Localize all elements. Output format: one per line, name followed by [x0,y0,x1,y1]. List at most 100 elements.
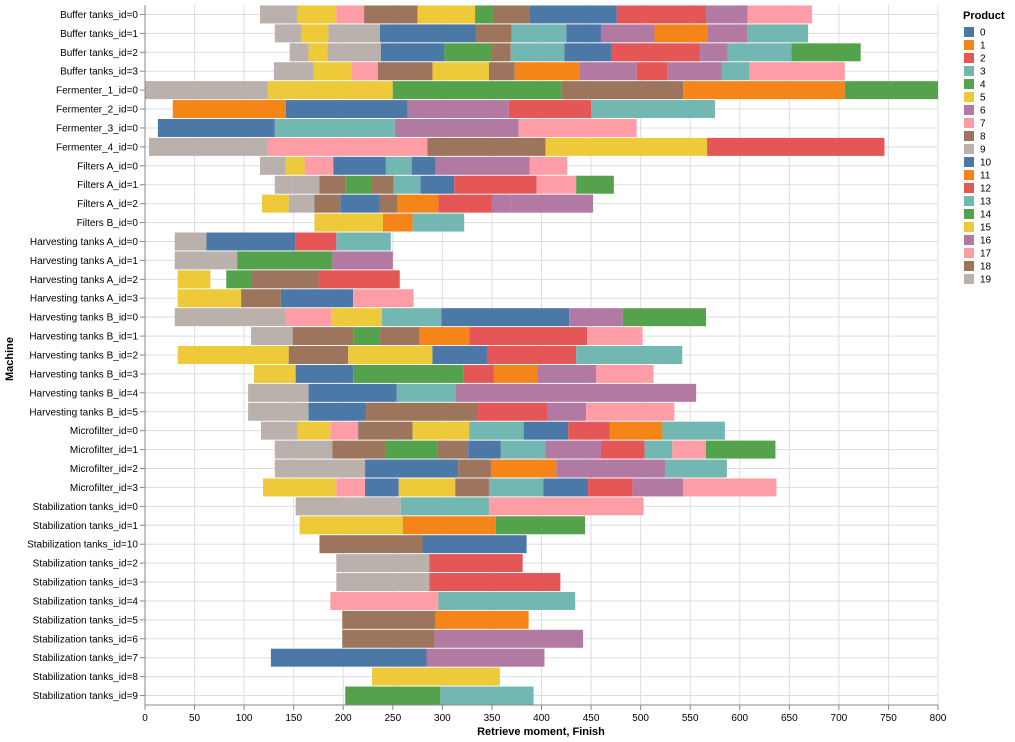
y-tick-label: Stabilization tanks_id=8 [33,672,139,683]
task-bar [259,156,286,175]
legend-swatch [964,40,974,50]
y-tick-label: Stabilization tanks_id=3 [33,578,139,589]
legend-label: 8 [980,132,986,143]
x-tick-label: 250 [384,713,401,724]
task-bar [288,346,349,364]
y-axis-title: Machine [4,337,16,381]
y-tick-label: Stabilization tanks_id=5 [33,615,139,626]
task-bar [319,175,346,194]
y-tick-label: Buffer tanks_id=2 [60,48,138,59]
y-tick-label: Fermenter_2_id=0 [56,105,138,116]
task-bar [336,5,365,24]
task-bar [241,289,281,308]
task-bar [412,421,470,440]
task-bar [490,459,557,478]
task-bar [304,156,334,175]
legend-title: Product [963,10,1005,22]
task-bar [518,118,637,137]
task-bar [345,175,372,194]
task-bar [274,175,293,194]
task-bar [314,194,341,213]
task-bar [672,440,707,459]
task-bar [435,610,529,629]
task-bar [510,43,565,62]
task-bar [381,308,442,327]
task-bar [177,346,289,364]
legend-label: 15 [980,223,992,234]
legend-swatch [964,66,974,76]
legend-label: 1 [980,41,986,52]
task-bar [437,440,469,459]
task-bar [543,478,589,497]
task-bar [493,364,538,383]
task-bar [274,118,395,137]
task-bar [438,591,576,610]
task-bar [274,459,366,478]
y-tick-label: Filters A_id=0 [77,161,138,172]
task-bar [332,440,386,459]
task-bar [665,459,727,478]
x-tick-label: 450 [583,713,600,724]
x-tick-label: 0 [142,713,148,724]
task-bar [587,327,643,346]
y-tick-label: Fermenter_1_id=0 [56,86,138,97]
task-bar [721,62,750,81]
task-bar [749,62,845,81]
task-bar [397,194,439,213]
task-bar [475,5,493,24]
task-bar [351,62,378,81]
y-tick-label: Stabilization tanks_id=4 [33,596,139,607]
task-bar [267,137,428,156]
x-tick-label: 50 [189,713,201,724]
task-bar [371,175,394,194]
task-bar [385,156,412,175]
legend-swatch [964,92,974,102]
x-axis-title: Retrieve moment, Finish [477,726,605,738]
task-bar [285,156,305,175]
task-bar [411,156,436,175]
task-bar [600,24,655,43]
y-tick-label: Fermenter_3_id=0 [56,123,138,134]
y-tick-label: Microfilter_id=1 [70,445,139,456]
legend-label: 14 [980,210,992,221]
legend-label: 0 [980,28,986,39]
task-bar [327,43,381,62]
task-bar [654,24,709,43]
y-tick-label: Stabilization tanks_id=1 [33,521,139,532]
task-bar [632,478,684,497]
task-bar [707,137,885,156]
task-bar [318,270,400,289]
task-bar [454,175,537,194]
y-tick-label: Buffer tanks_id=3 [60,67,138,78]
task-bar [285,100,408,119]
task-bar [336,554,430,573]
x-tick-label: 350 [484,713,501,724]
legend-label: 5 [980,93,986,104]
task-bar [261,194,289,213]
task-bar [556,459,666,478]
legend-label: 7 [980,119,986,130]
task-bar [308,383,397,402]
task-bar [488,478,544,497]
task-bar [417,5,476,24]
x-tick-label: 100 [236,713,253,724]
task-bar [600,440,645,459]
legend-swatch [964,157,974,167]
task-bar [371,667,500,686]
task-bar [331,308,382,327]
task-bar [377,62,433,81]
legend-swatch [964,248,974,258]
legend-label: 16 [980,236,992,247]
task-bar [177,289,242,308]
y-tick-label: Filters A_id=1 [77,180,138,191]
task-bar [492,5,530,24]
task-bar [382,213,413,232]
task-bar [491,194,511,213]
task-bar [426,648,545,667]
task-bar [644,440,673,459]
task-bar [308,43,328,62]
task-bar [400,497,489,516]
x-tick-label: 500 [632,713,649,724]
task-bar [683,478,777,497]
